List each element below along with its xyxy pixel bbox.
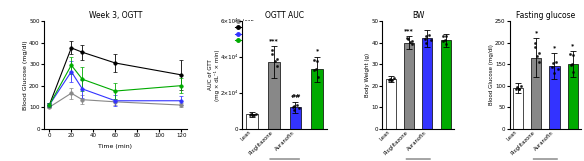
Point xyxy=(389,77,398,79)
Bar xyxy=(568,64,578,129)
Bar xyxy=(268,62,280,129)
Point xyxy=(313,76,322,78)
Point xyxy=(534,52,544,54)
Point xyxy=(549,72,558,75)
Title: Week 3, OGTT: Week 3, OGTT xyxy=(89,11,142,20)
Point xyxy=(530,46,540,48)
Point xyxy=(566,64,575,66)
Point xyxy=(426,39,435,41)
Point xyxy=(422,35,431,37)
Point xyxy=(407,40,416,42)
Point xyxy=(294,107,304,110)
Point xyxy=(551,60,560,63)
Point xyxy=(516,85,526,87)
Bar xyxy=(441,40,451,129)
Point xyxy=(251,112,260,115)
Point xyxy=(270,59,280,62)
Point xyxy=(384,79,393,81)
Point xyxy=(511,88,520,90)
Point xyxy=(292,104,301,107)
Point xyxy=(388,79,397,81)
Bar xyxy=(311,70,323,129)
Point xyxy=(403,38,412,40)
Text: *: * xyxy=(534,30,538,35)
Text: ##: ## xyxy=(290,94,301,99)
Point xyxy=(424,34,433,36)
Point xyxy=(568,63,577,65)
Point xyxy=(312,60,322,62)
Y-axis label: Body Weight (g): Body Weight (g) xyxy=(365,53,370,97)
Bar xyxy=(513,88,523,129)
Y-axis label: AUC of GTT
(mg × dL⁻¹ × min): AUC of GTT (mg × dL⁻¹ × min) xyxy=(207,49,220,101)
Point xyxy=(568,54,578,57)
Point xyxy=(248,114,258,116)
Point xyxy=(246,113,256,115)
Point xyxy=(422,42,431,44)
Point xyxy=(534,61,544,64)
Point xyxy=(565,53,575,56)
Text: ***: *** xyxy=(404,28,414,33)
Bar xyxy=(404,43,414,129)
X-axis label: Time (min): Time (min) xyxy=(98,143,133,148)
Point xyxy=(406,41,415,43)
Bar xyxy=(550,66,559,129)
Point xyxy=(312,68,321,71)
Point xyxy=(442,43,451,45)
Point xyxy=(288,106,298,109)
Bar xyxy=(531,58,541,129)
Point xyxy=(267,52,277,55)
Text: *: * xyxy=(553,45,556,50)
Y-axis label: Blood Glucose (mg/dl): Blood Glucose (mg/dl) xyxy=(489,44,493,105)
Point xyxy=(290,109,299,112)
Text: *: * xyxy=(315,49,319,54)
Point xyxy=(420,37,430,40)
Point xyxy=(407,43,416,45)
Point xyxy=(441,35,450,37)
Point xyxy=(310,69,319,72)
Text: ***: *** xyxy=(269,38,279,43)
Point xyxy=(530,41,539,44)
Point xyxy=(273,57,282,60)
Point xyxy=(272,65,281,68)
Point xyxy=(548,66,557,68)
Point xyxy=(533,54,542,57)
Point xyxy=(385,78,395,80)
Bar xyxy=(386,79,396,129)
Title: Fasting glucose: Fasting glucose xyxy=(516,11,575,20)
Bar xyxy=(290,107,301,129)
Text: *: * xyxy=(571,43,575,48)
Point xyxy=(512,86,522,89)
Point xyxy=(438,34,447,37)
Point xyxy=(245,114,254,116)
Bar xyxy=(246,114,258,129)
Point xyxy=(568,71,578,73)
Y-axis label: Blood Glucose (mg/dl): Blood Glucose (mg/dl) xyxy=(23,40,28,110)
Point xyxy=(403,36,412,39)
Bar xyxy=(422,38,432,129)
Point xyxy=(439,39,448,42)
Point xyxy=(267,48,277,51)
Title: OGTT AUC: OGTT AUC xyxy=(265,11,304,20)
Point xyxy=(553,68,562,70)
Point xyxy=(549,62,558,64)
Point xyxy=(290,104,299,107)
Point xyxy=(249,114,259,116)
Point xyxy=(387,78,396,81)
Point xyxy=(514,87,523,90)
Title: BW: BW xyxy=(412,11,425,20)
Point xyxy=(309,59,318,61)
Point xyxy=(515,88,524,90)
Point xyxy=(440,39,450,42)
Legend: Lean, ob/ob, ob/ob+Pioglitazone, ob/ob+Auranofin: Lean, ob/ob, ob/ob+Pioglitazone, ob/ob+A… xyxy=(235,19,290,42)
